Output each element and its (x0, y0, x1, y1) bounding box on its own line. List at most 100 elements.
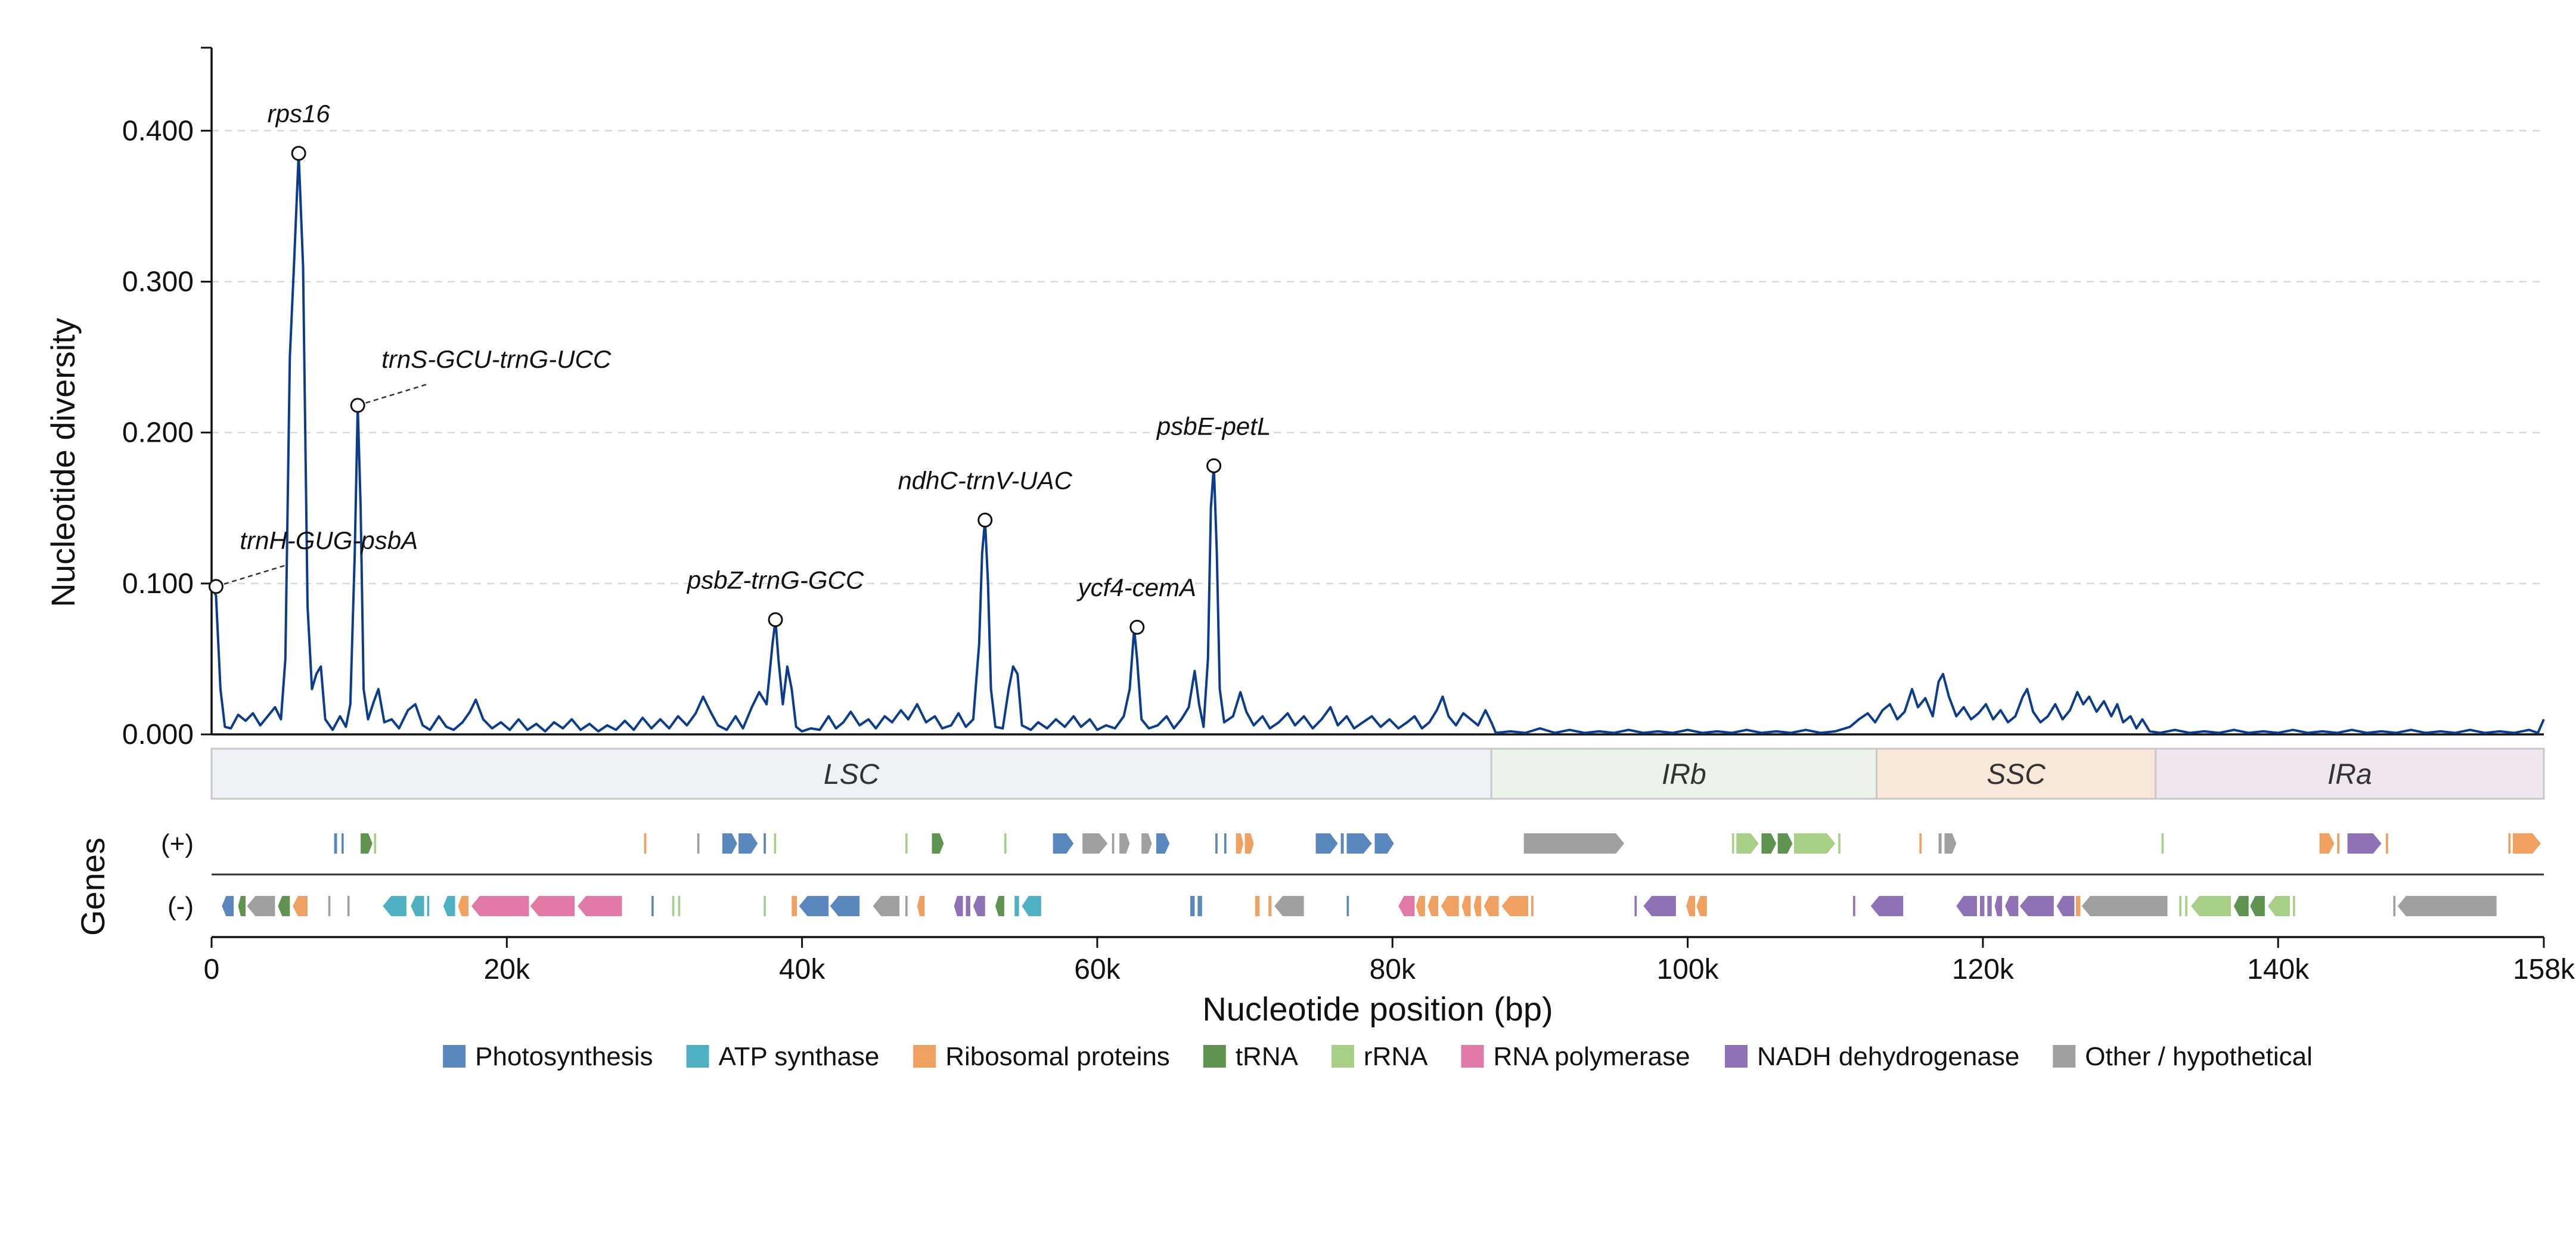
gene-feature (1416, 896, 1425, 916)
gene-feature (2075, 896, 2081, 916)
peak-label: rps16 (268, 100, 331, 128)
gene-feature (1870, 896, 1904, 916)
x-tick-label: 40k (779, 954, 825, 985)
gene-feature (651, 896, 654, 916)
gene-feature (644, 833, 647, 854)
gene-feature (830, 896, 860, 916)
gene-feature (2233, 896, 2249, 916)
gene-feature (873, 896, 900, 916)
gene-feature (2056, 896, 2075, 916)
gene-feature (1215, 833, 1218, 854)
gene-feature (1736, 833, 1759, 854)
x-tick-label: 80k (1370, 954, 1416, 985)
gene-feature (427, 896, 430, 916)
gene-feature (222, 896, 234, 916)
gene-feature (411, 896, 424, 916)
legend-swatch (1203, 1045, 1226, 1068)
legend-label: rRNA (1364, 1042, 1428, 1071)
region-box (210, 748, 1492, 800)
gene-feature (2185, 896, 2187, 916)
gene-feature (1315, 833, 1338, 854)
gene-feature (1082, 833, 1108, 854)
gene-feature (471, 896, 529, 916)
gene-feature (1777, 833, 1793, 854)
gene-feature (334, 833, 337, 854)
gene-feature (1274, 896, 1304, 916)
gene-feature (2319, 833, 2335, 854)
legend-swatch (1725, 1045, 1748, 1068)
diversity-plot (210, 152, 2545, 734)
legend-label: Ribosomal proteins (945, 1042, 1170, 1071)
peak-marker (291, 145, 306, 161)
gene-feature (678, 896, 681, 916)
grid-lines (212, 130, 2544, 585)
gene-feature (1938, 833, 1942, 854)
peak-marker (768, 612, 783, 628)
diversity-line (210, 152, 2545, 734)
gene-feature (293, 896, 308, 916)
gene-feature (2393, 896, 2396, 916)
gene-feature (2081, 896, 2168, 916)
peak-label: trnH-GUG-psbA (240, 526, 418, 554)
region-box (2155, 748, 2545, 800)
legend-label: tRNA (1236, 1042, 1299, 1071)
gene-feature (1022, 896, 1041, 916)
gene-feature (374, 833, 377, 854)
gene-feature (764, 896, 766, 916)
gene-feature (1346, 833, 1372, 854)
gene-feature (2250, 896, 2265, 916)
gene-feature (1461, 896, 1471, 916)
gene-feature (1994, 896, 2003, 916)
peak-marker (1129, 619, 1145, 635)
gene-feature (917, 896, 925, 916)
gene-feature (905, 833, 908, 854)
gene-feature (2191, 896, 2231, 916)
legend-label: RNA polymerase (1493, 1042, 1690, 1071)
y-axis-title: Nucleotide diversity (44, 318, 82, 607)
gene-feature (1987, 896, 1992, 916)
peak-label: psbZ-trnG-GCC (686, 566, 864, 594)
x-tick-label: 140k (2247, 954, 2310, 985)
gene-feature (443, 896, 455, 916)
gene-feature (1004, 833, 1007, 854)
gene-feature (2337, 833, 2339, 854)
gene-feature (905, 896, 908, 916)
gene-feature (1956, 896, 1977, 916)
y-tick-label: 0.300 (122, 266, 194, 297)
region-label: LSC (824, 759, 880, 790)
legend-label: Photosynthesis (475, 1042, 653, 1071)
gene-feature (383, 896, 406, 916)
gene-feature (1112, 833, 1115, 854)
gene-feature (2347, 833, 2382, 854)
gene-map (212, 833, 2544, 916)
gene-feature (1979, 896, 1985, 916)
gene-feature (1053, 833, 1074, 854)
peak-leader-line (357, 383, 427, 407)
genome-regions-bar: LSC IRb SSC IRa (210, 748, 2545, 800)
gene-feature (1190, 896, 1195, 916)
legend-swatch (2053, 1045, 2076, 1068)
region-box (1490, 748, 1878, 800)
gene-feature (1268, 896, 1272, 916)
gene-feature (1643, 896, 1676, 916)
gene-feature (2397, 896, 2497, 916)
gene-feature (1255, 896, 1260, 916)
strand-minus-label: (-) (167, 892, 194, 921)
peak-marker (1206, 458, 1222, 473)
gene-feature (1244, 833, 1254, 854)
gene-feature (1236, 833, 1244, 854)
gene-feature (1919, 833, 1922, 854)
gene-feature (1374, 833, 1394, 854)
gene-feature (1731, 833, 1734, 854)
y-tick-label: 0.400 (122, 115, 194, 147)
x-tick-label: 158k (2513, 954, 2575, 985)
gene-feature (1838, 833, 1841, 854)
y-tick-label: 0.000 (122, 719, 194, 750)
gene-feature (1398, 896, 1415, 916)
legend-swatch (1331, 1045, 1354, 1068)
gene-feature (1523, 833, 1625, 854)
gene-feature (2005, 896, 2019, 916)
gene-feature (2179, 896, 2181, 916)
x-axis: 0 20k 40k 60k 80k 100k 120k 140k 158k (204, 936, 2575, 985)
